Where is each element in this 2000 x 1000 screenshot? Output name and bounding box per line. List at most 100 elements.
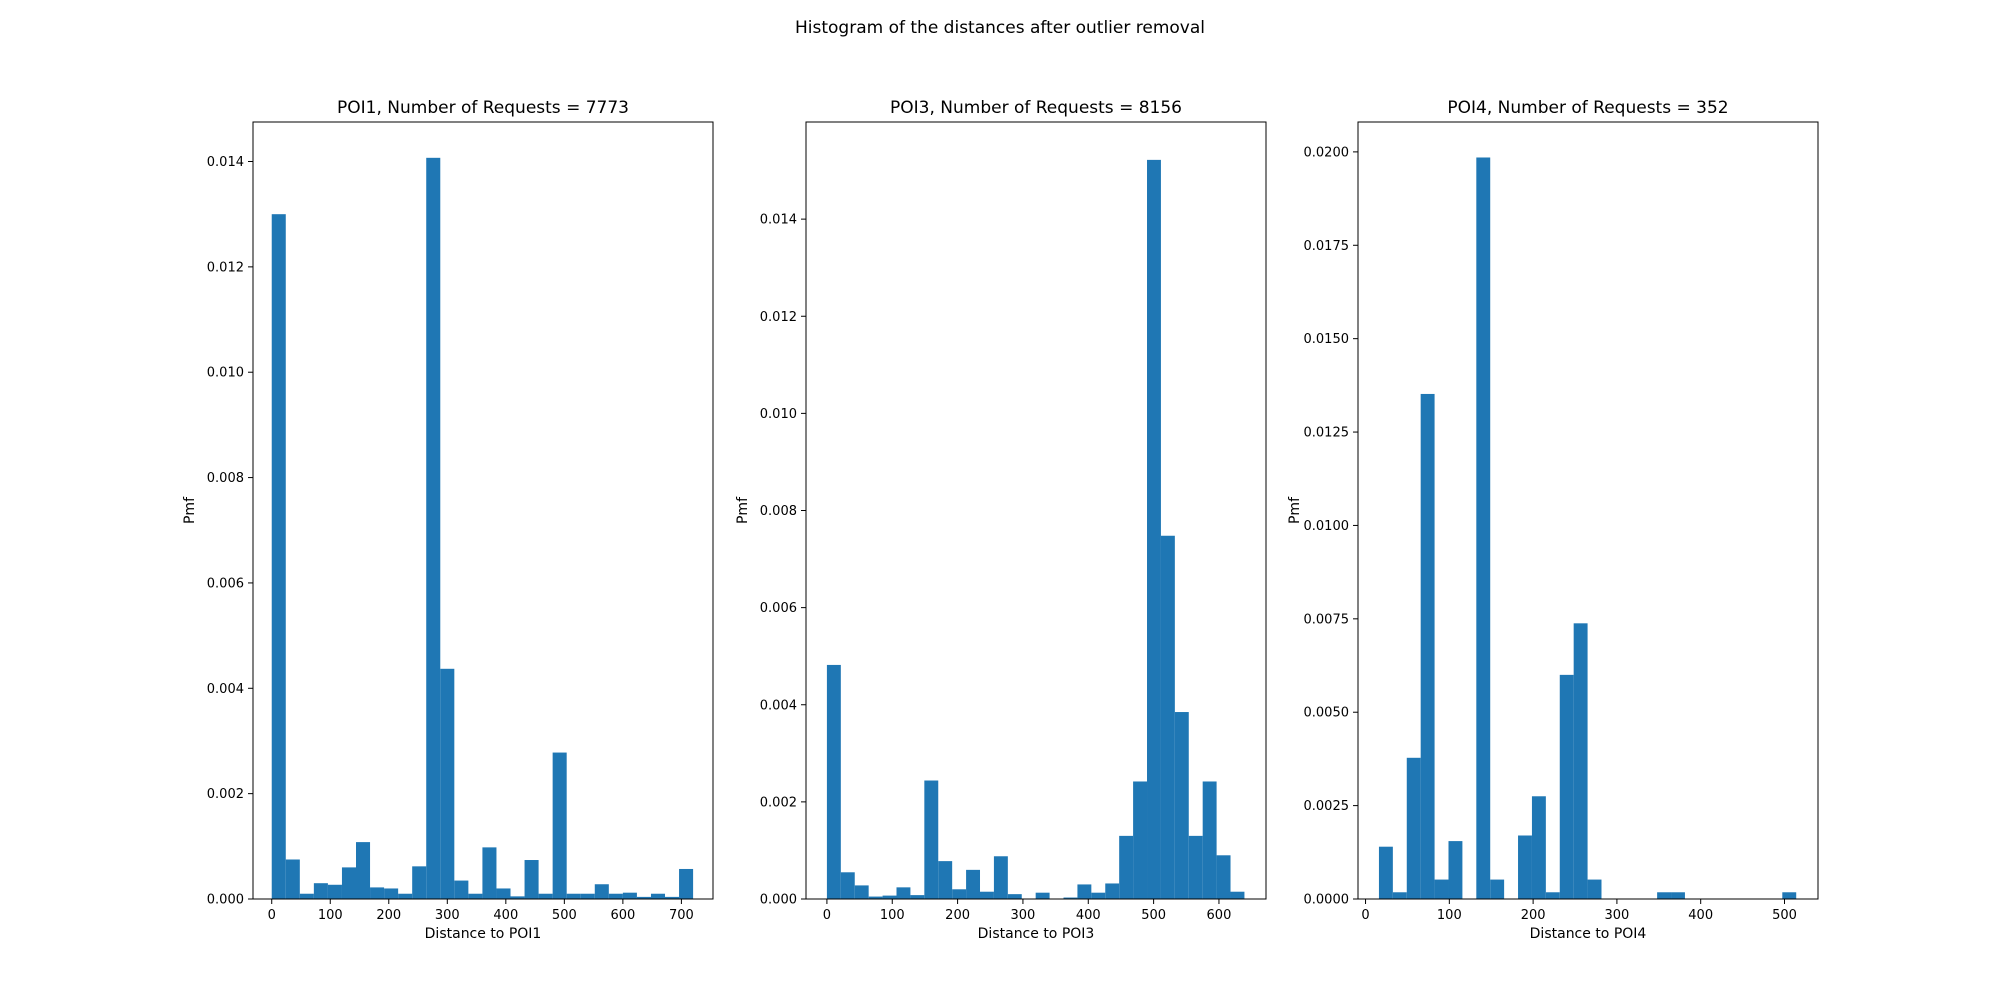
histogram-bar xyxy=(398,893,413,899)
x-tick-label: 500 xyxy=(1141,908,1166,923)
histogram-bar xyxy=(993,856,1008,899)
histogram-bar xyxy=(1133,781,1148,899)
histogram-bar xyxy=(1188,835,1203,899)
histogram-bar xyxy=(538,893,553,899)
x-axis-label: Distance to POI3 xyxy=(978,926,1095,942)
histogram-bar xyxy=(1671,892,1685,899)
subplot-1: 0 100 200 300 400 500 600 700 0.000 0.002 0.004 0.0… xyxy=(182,98,714,942)
histogram-bar xyxy=(580,893,595,899)
y-tick-label: 0.008 xyxy=(760,504,797,519)
histogram-bar xyxy=(1147,159,1161,899)
y-tick-label: 0.0075 xyxy=(1304,612,1350,627)
x-tick-label: 0 xyxy=(268,908,276,923)
y-axis-label: Pmf xyxy=(182,496,198,524)
histogram-bar xyxy=(650,893,666,899)
histogram-bar xyxy=(679,868,694,899)
bars xyxy=(271,157,694,899)
histogram-bar xyxy=(1035,892,1050,899)
histogram-bar xyxy=(938,861,953,899)
x-tick-label: 100 xyxy=(880,908,905,923)
x-tick-label: 600 xyxy=(610,908,635,923)
histogram-bar xyxy=(1573,623,1588,899)
histogram-bar xyxy=(665,896,680,899)
y-tick-label: 0.004 xyxy=(207,682,244,697)
x-tick-label: 200 xyxy=(376,908,401,923)
x-tick-label: 400 xyxy=(1688,908,1713,923)
histogram-bar xyxy=(608,893,623,899)
histogram-bar xyxy=(496,888,511,899)
y-tick-label: 0.006 xyxy=(207,576,244,591)
histogram-bar xyxy=(1559,674,1574,899)
y-tick-label: 0.014 xyxy=(760,213,797,228)
histogram-bar xyxy=(566,893,581,899)
y-tick-label: 0.000 xyxy=(207,893,244,908)
y-tick-label: 0.010 xyxy=(760,407,797,422)
subplot-3: 0 100 200 300 400 500 0.0000 0.0025 0.0050 0.0075… xyxy=(1287,98,1819,942)
y-tick-label: 0.0000 xyxy=(1304,893,1350,908)
histogram-bar xyxy=(1077,884,1092,899)
histogram-bar xyxy=(1531,796,1546,899)
histogram-bar xyxy=(1406,757,1421,899)
x-tick-label: 700 xyxy=(669,908,694,923)
bars xyxy=(1378,157,1797,899)
histogram-bar xyxy=(1476,157,1491,899)
histogram-bar xyxy=(1657,892,1672,899)
y-tick-label: 0.000 xyxy=(760,893,797,908)
subplots: 0 100 200 300 400 500 600 700 0.000 0.002 0.004 0.0… xyxy=(182,98,1819,942)
histogram-bar xyxy=(524,860,539,899)
histogram-bar xyxy=(454,880,469,899)
x-tick-label: 100 xyxy=(318,908,343,923)
histogram-bar xyxy=(1230,891,1245,899)
histogram-bar xyxy=(1434,879,1449,899)
x-axis-label: Distance to POI1 xyxy=(425,926,542,942)
histogram-bar xyxy=(826,664,841,899)
histogram-bar xyxy=(952,889,967,899)
y-tick-label: 0.012 xyxy=(207,260,244,275)
x-tick-label: 300 xyxy=(435,908,460,923)
histogram-bar xyxy=(1105,883,1120,899)
histogram-bar xyxy=(636,896,651,899)
histogram-bar xyxy=(341,867,357,899)
x-tick-label: 200 xyxy=(945,908,970,923)
histogram-bar xyxy=(840,872,855,899)
histogram-bar xyxy=(1448,841,1463,899)
y-tick-label: 0.0025 xyxy=(1304,799,1350,814)
histogram-bar xyxy=(356,842,371,899)
histogram-bar xyxy=(468,893,483,899)
y-axis-label: Pmf xyxy=(1287,496,1303,524)
histogram-bar xyxy=(868,896,883,899)
y-tick-label: 0.0125 xyxy=(1304,426,1350,441)
y-tick-label: 0.0100 xyxy=(1304,519,1350,534)
subplot-2: 0 100 200 300 400 500 600 0.000 0.002 0.004 0.006 0… xyxy=(735,98,1267,942)
histogram-bar xyxy=(924,780,939,899)
histogram-bar xyxy=(1007,894,1022,899)
y-tick-label: 0.006 xyxy=(760,601,797,616)
histogram-bar xyxy=(594,884,609,899)
histogram-bar xyxy=(482,847,497,899)
x-tick-label: 500 xyxy=(1772,908,1797,923)
y-tick-label: 0.0200 xyxy=(1304,145,1350,160)
x-tick-label: 500 xyxy=(552,908,577,923)
histogram-bar xyxy=(1119,835,1134,899)
histogram-bar xyxy=(966,869,981,899)
x-tick-label: 0 xyxy=(823,908,831,923)
y-axis-label: Pmf xyxy=(735,496,751,524)
histogram-bar xyxy=(1216,855,1231,899)
histogram-bar xyxy=(440,668,455,899)
x-tick-label: 400 xyxy=(493,908,518,923)
axes-frame xyxy=(1357,121,1819,900)
histogram-bar xyxy=(1782,892,1797,899)
histogram-bar xyxy=(1202,781,1217,899)
x-tick-label: 100 xyxy=(1437,908,1462,923)
subplot-title: POI1, Number of Requests = 7773 xyxy=(337,98,629,118)
histogram-bar xyxy=(896,887,911,899)
histogram-bar xyxy=(327,884,342,899)
x-tick-label: 200 xyxy=(1521,908,1546,923)
histogram-bar xyxy=(271,214,286,899)
y-tick-label: 0.014 xyxy=(207,155,244,170)
histogram-bar xyxy=(1091,892,1106,899)
x-tick-label: 400 xyxy=(1076,908,1101,923)
y-tick-label: 0.002 xyxy=(760,795,797,810)
